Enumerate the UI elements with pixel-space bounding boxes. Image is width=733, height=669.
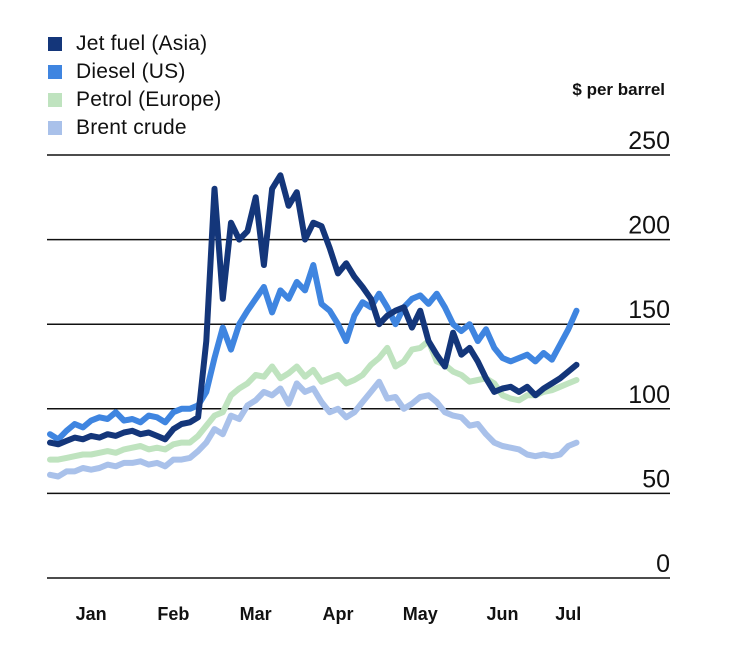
legend-item-diesel: Diesel (US) bbox=[48, 58, 221, 86]
chart-legend: Jet fuel (Asia) Diesel (US) Petrol (Euro… bbox=[48, 30, 221, 142]
series-line-jet-fuel-asia bbox=[47, 172, 580, 448]
y-tick-label-50: 50 bbox=[642, 465, 670, 493]
series-line-brent-crude bbox=[47, 378, 580, 480]
legend-label-jet-fuel: Jet fuel (Asia) bbox=[76, 32, 208, 55]
legend-label-diesel: Diesel (US) bbox=[76, 60, 186, 83]
y-tick-label-0: 0 bbox=[656, 550, 670, 578]
x-tick-label-jul: Jul bbox=[555, 604, 581, 624]
series-lines bbox=[47, 172, 580, 480]
x-tick-label-feb: Feb bbox=[157, 604, 189, 624]
x-tick-label-jan: Jan bbox=[76, 604, 107, 624]
legend-swatch-jet-fuel bbox=[48, 37, 62, 51]
legend-item-brent: Brent crude bbox=[48, 114, 221, 142]
legend-item-jet-fuel: Jet fuel (Asia) bbox=[48, 30, 221, 58]
x-tick-label-jun: Jun bbox=[486, 604, 518, 624]
y-tick-label-100: 100 bbox=[628, 381, 670, 409]
legend-label-petrol: Petrol (Europe) bbox=[76, 88, 222, 111]
legend-swatch-brent bbox=[48, 121, 62, 135]
y-axis-labels: 0 50 100 150 200 250 bbox=[628, 127, 670, 578]
y-tick-label-150: 150 bbox=[628, 296, 670, 324]
legend-item-petrol: Petrol (Europe) bbox=[48, 86, 221, 114]
legend-label-brent: Brent crude bbox=[76, 116, 187, 139]
series-line-diesel-us bbox=[47, 262, 580, 443]
legend-swatch-diesel bbox=[48, 65, 62, 79]
y-tick-label-250: 250 bbox=[628, 127, 670, 155]
x-tick-label-apr: Apr bbox=[322, 604, 353, 624]
x-tick-label-may: May bbox=[403, 604, 438, 624]
unit-label: $ per barrel bbox=[572, 80, 665, 99]
x-axis-labels: Jan Feb Mar Apr May Jun Jul bbox=[76, 604, 582, 624]
y-tick-label-200: 200 bbox=[628, 212, 670, 240]
legend-swatch-petrol bbox=[48, 93, 62, 107]
x-tick-label-mar: Mar bbox=[240, 604, 272, 624]
